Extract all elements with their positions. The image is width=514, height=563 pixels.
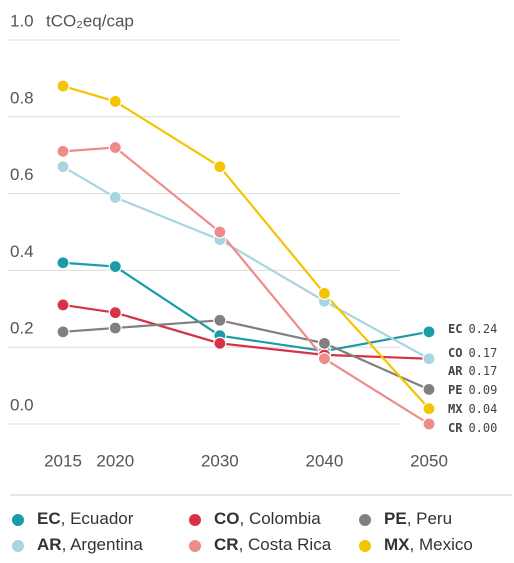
- data-point: [422, 402, 436, 416]
- end-label-code: AR: [448, 364, 463, 378]
- end-label-code: CO: [448, 346, 462, 360]
- legend-separator: ,: [62, 535, 71, 554]
- data-point: [56, 160, 70, 174]
- series-line: [62, 85, 430, 410]
- data-point: [317, 336, 332, 350]
- legend-label: CR, Costa Rica: [214, 535, 332, 554]
- end-label-code: EC: [448, 322, 462, 336]
- legend-name: Ecuador: [70, 509, 134, 528]
- legend-separator: ,: [240, 509, 249, 528]
- data-point: [56, 144, 70, 158]
- legend-marker: [12, 540, 24, 552]
- legend-name: Costa Rica: [248, 535, 332, 554]
- end-label-code: PE: [448, 383, 462, 397]
- end-label-value: 0.00: [468, 421, 497, 435]
- end-label-value: 0.04: [468, 402, 497, 416]
- data-point: [56, 79, 70, 93]
- end-label: CO 0.17: [448, 346, 497, 360]
- legend-separator: ,: [61, 509, 70, 528]
- x-tick-label: 2020: [96, 451, 134, 470]
- data-point: [56, 298, 70, 312]
- data-point: [213, 313, 227, 327]
- series-line: [62, 146, 430, 425]
- data-point: [56, 256, 70, 270]
- legend-code: CR: [214, 535, 239, 554]
- legend-marker: [359, 514, 371, 526]
- end-label-code: CR: [448, 421, 463, 435]
- y-axis-label: tCO₂eq/cap: [46, 11, 134, 30]
- x-tick-label: 2050: [410, 451, 448, 470]
- end-label-value: 0.17: [468, 346, 497, 360]
- y-tick-label: 0.4: [10, 242, 34, 261]
- data-point: [213, 336, 227, 350]
- legend-code: CO: [214, 509, 240, 528]
- x-tick-label: 2030: [201, 451, 239, 470]
- legend-separator: ,: [239, 535, 248, 554]
- data-point: [108, 140, 122, 155]
- legend-marker: [189, 540, 201, 552]
- end-label: EC 0.24: [448, 322, 497, 336]
- data-point: [108, 190, 122, 205]
- x-tick-label: 2040: [306, 451, 344, 470]
- legend-code: MX: [384, 535, 410, 554]
- legend-label: CO, Colombia: [214, 509, 321, 528]
- end-label-value: 0.17: [468, 364, 497, 378]
- legend-name: Colombia: [249, 509, 321, 528]
- end-label-value: 0.24: [468, 322, 497, 336]
- legend-separator: ,: [407, 509, 416, 528]
- y-tick-label: 0.2: [10, 319, 34, 338]
- end-label: AR 0.17: [448, 364, 497, 378]
- legend-name: Peru: [416, 509, 452, 528]
- legend-label: AR, Argentina: [37, 535, 143, 554]
- data-point: [422, 325, 436, 339]
- end-label: MX 0.04: [448, 402, 497, 416]
- end-label-value: 0.09: [468, 383, 497, 397]
- legend-label: MX, Mexico: [384, 535, 473, 554]
- end-label: CR 0.00: [448, 421, 497, 435]
- data-point: [56, 325, 70, 339]
- data-point: [422, 352, 436, 366]
- data-point: [108, 259, 122, 274]
- data-point: [213, 225, 227, 239]
- legend-separator: ,: [410, 535, 419, 554]
- data-point: [108, 306, 122, 320]
- legend-code: PE: [384, 509, 407, 528]
- y-tick-label: 0.8: [10, 88, 34, 107]
- legend-marker: [12, 514, 24, 526]
- end-label: PE 0.09: [448, 383, 497, 397]
- legend-label: EC, Ecuador: [37, 509, 134, 528]
- data-point: [108, 321, 122, 335]
- data-point: [317, 352, 332, 366]
- legend-name: Mexico: [419, 535, 473, 554]
- legend-marker: [189, 514, 201, 526]
- data-point: [213, 160, 227, 174]
- data-point: [422, 382, 436, 397]
- legend-label: PE, Peru: [384, 509, 452, 528]
- legend-code: AR: [37, 535, 62, 554]
- end-label-code: MX: [448, 402, 463, 416]
- data-point: [422, 417, 436, 431]
- legend-code: EC: [37, 509, 61, 528]
- x-tick-label: 2015: [44, 451, 82, 470]
- y-tick-label: 1.0: [10, 11, 34, 30]
- data-point: [317, 286, 332, 301]
- y-tick-label: 0.0: [10, 395, 34, 414]
- y-tick-label: 0.6: [10, 165, 34, 184]
- data-point: [108, 94, 122, 109]
- legend-name: Argentina: [70, 535, 143, 554]
- legend-marker: [359, 540, 371, 552]
